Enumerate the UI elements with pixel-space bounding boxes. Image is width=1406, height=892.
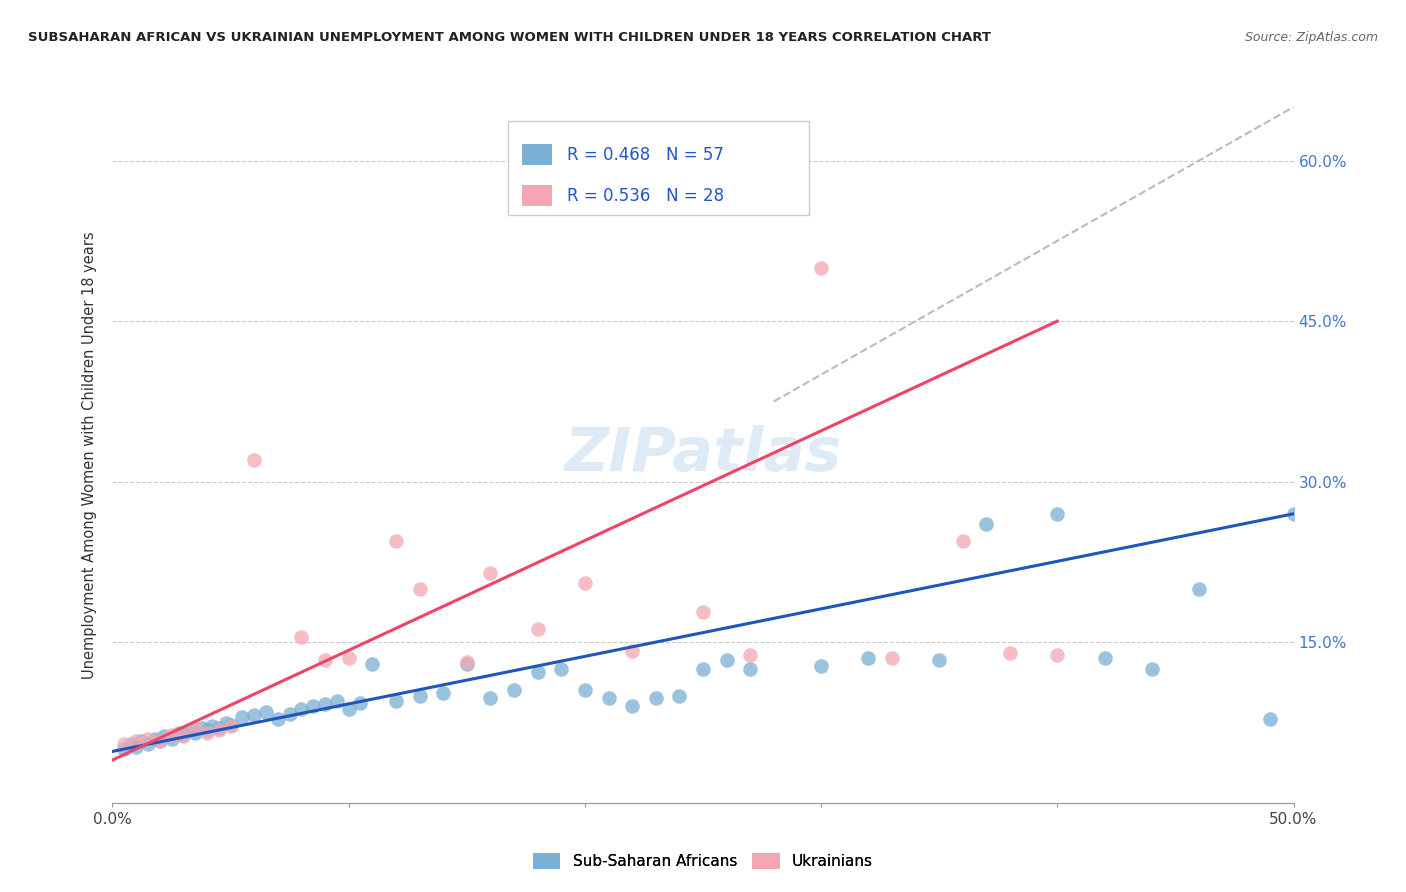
Point <box>302 699 325 714</box>
Point <box>219 719 242 733</box>
Point <box>191 721 214 735</box>
Point <box>976 517 998 532</box>
Point <box>125 733 148 747</box>
Point <box>160 728 183 742</box>
Point <box>550 662 572 676</box>
Point <box>243 708 266 723</box>
Point <box>810 260 832 275</box>
Point <box>858 651 880 665</box>
Point <box>1282 507 1305 521</box>
Point <box>1046 648 1069 662</box>
FancyBboxPatch shape <box>522 186 553 206</box>
Point <box>231 710 253 724</box>
FancyBboxPatch shape <box>522 145 553 165</box>
Point <box>195 726 218 740</box>
Point <box>143 731 166 746</box>
Point <box>208 723 231 737</box>
Point <box>998 646 1021 660</box>
Point <box>716 653 738 667</box>
Point <box>526 623 548 637</box>
Point <box>201 719 224 733</box>
Point <box>928 653 950 667</box>
Legend: Sub-Saharan Africans, Ukrainians: Sub-Saharan Africans, Ukrainians <box>527 847 879 875</box>
Point <box>621 699 644 714</box>
Point <box>243 453 266 467</box>
Point <box>267 712 290 726</box>
Point <box>385 533 408 548</box>
Point <box>692 662 714 676</box>
Point <box>219 717 242 731</box>
Text: SUBSAHARAN AFRICAN VS UKRAINIAN UNEMPLOYMENT AMONG WOMEN WITH CHILDREN UNDER 18 : SUBSAHARAN AFRICAN VS UKRAINIAN UNEMPLOY… <box>28 31 991 45</box>
Point <box>337 701 360 715</box>
Text: ZIPatlas: ZIPatlas <box>564 425 842 484</box>
Point <box>408 582 430 596</box>
Point <box>810 658 832 673</box>
Point <box>598 690 620 705</box>
Point <box>314 653 336 667</box>
Point <box>621 644 644 658</box>
Point <box>1094 651 1116 665</box>
Point <box>1258 712 1281 726</box>
Point <box>120 737 142 751</box>
Point <box>740 648 762 662</box>
Point <box>1188 582 1211 596</box>
Text: Source: ZipAtlas.com: Source: ZipAtlas.com <box>1244 31 1378 45</box>
Point <box>880 651 903 665</box>
Point <box>479 690 502 705</box>
Point <box>208 721 231 735</box>
Point <box>160 731 183 746</box>
Point <box>692 605 714 619</box>
Point <box>184 726 207 740</box>
Point <box>326 694 349 708</box>
Point <box>290 701 312 715</box>
Point <box>456 655 478 669</box>
Point <box>112 737 135 751</box>
Point <box>456 657 478 671</box>
Point <box>278 706 301 721</box>
Point <box>1140 662 1163 676</box>
Point <box>125 740 148 755</box>
Y-axis label: Unemployment Among Women with Children Under 18 years: Unemployment Among Women with Children U… <box>82 231 97 679</box>
Point <box>172 730 194 744</box>
Point <box>167 726 190 740</box>
Point <box>179 723 201 737</box>
Point <box>479 566 502 580</box>
Point <box>361 657 384 671</box>
Point <box>432 685 454 699</box>
Point <box>503 683 526 698</box>
Point <box>337 651 360 665</box>
Point <box>740 662 762 676</box>
Point <box>136 737 159 751</box>
Point <box>149 733 172 747</box>
Point <box>112 742 135 756</box>
Point <box>349 696 371 710</box>
Point <box>1046 507 1069 521</box>
Point <box>408 689 430 703</box>
Point <box>574 683 596 698</box>
Point <box>526 665 548 680</box>
Point <box>129 733 152 747</box>
Point <box>136 731 159 746</box>
Point <box>314 698 336 712</box>
Point <box>952 533 974 548</box>
Point <box>149 733 172 747</box>
Point <box>195 723 218 737</box>
Point <box>172 728 194 742</box>
Point <box>668 689 690 703</box>
FancyBboxPatch shape <box>508 121 810 215</box>
Point <box>290 630 312 644</box>
Point <box>153 730 176 744</box>
Text: R = 0.468   N = 57: R = 0.468 N = 57 <box>567 145 724 163</box>
Point <box>385 694 408 708</box>
Point <box>215 715 238 730</box>
Text: R = 0.536   N = 28: R = 0.536 N = 28 <box>567 187 724 205</box>
Point <box>644 690 666 705</box>
Point <box>574 576 596 591</box>
Point <box>254 705 277 719</box>
Point <box>184 721 207 735</box>
